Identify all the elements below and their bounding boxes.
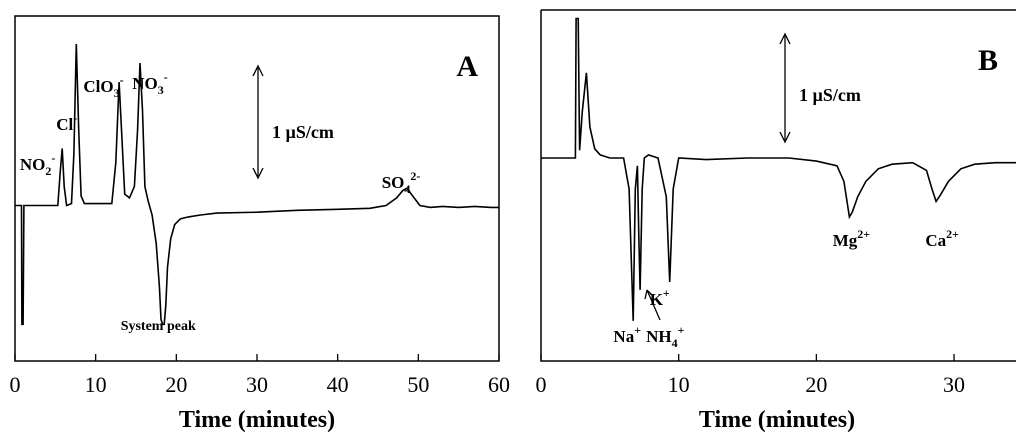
panel-a-scale-bar: 1 µS/cm — [252, 64, 334, 180]
panel-a-letter: A — [456, 50, 478, 83]
panel-b-x-axis-label: Time (minutes) — [699, 407, 855, 433]
panel-a-peak-label: SO42- — [382, 169, 421, 196]
panel-a-tick-label: 50 — [407, 372, 429, 397]
panel-b-peak-label: Ca2+ — [925, 227, 959, 250]
panel-b-scale-arrow-up — [779, 32, 791, 45]
panel-a-scale-label: 1 µS/cm — [272, 122, 334, 142]
panel-a-tick-label: 40 — [327, 372, 349, 397]
panel-b-peak-label: NH4+ — [646, 323, 685, 350]
panel-b-peak-label: Mg2+ — [833, 227, 871, 250]
panel-a-trace — [15, 43, 499, 326]
panel-b-letter: B — [978, 44, 998, 77]
panel-a-peak-label: NO3- — [132, 70, 168, 97]
panel-b-trace — [541, 17, 1016, 321]
panel-a-tick-label: 60 — [488, 372, 510, 397]
panel-b-scale-arrow-down — [779, 131, 791, 144]
panel-a-x-axis-label: Time (minutes) — [179, 407, 335, 433]
panel-b-peak-labels: Na+ NH4+ K+ Mg2+ Ca2+ — [613, 227, 959, 350]
panel-b-x-ticks: 0 10 20 30 — [536, 354, 965, 397]
panel-a-peak-label: Cl- — [56, 111, 77, 134]
panel-a-peak-label: NO2- — [20, 151, 56, 178]
panel-b-tick-label: 0 — [536, 372, 547, 397]
panel-b-tick-label: 20 — [805, 372, 827, 397]
panel-b-tick-label: 30 — [943, 372, 965, 397]
panel-a-tick-label: 20 — [165, 372, 187, 397]
panel-b-frame — [540, 9, 1016, 362]
panel-a-scale-arrow-down — [252, 167, 264, 180]
panel-b: 0 10 20 30 B 1 µS/cm Na+ NH4+ K+ Mg2+ Ca2+ Time… — [536, 9, 1016, 433]
panel-a-tick-label: 0 — [10, 372, 21, 397]
panel-a-peak-label: System peak — [121, 319, 196, 334]
panel-a-tick-label: 30 — [246, 372, 268, 397]
panel-a-peak-labels: NO2-Cl- ClO3- NO3- SO42- System peak — [20, 70, 420, 334]
panel-a-peak-label: ClO3- — [83, 73, 123, 100]
panel-a: 0 10 20 30 40 50 60 A 1 µS/cm NO2-Cl- ClO3- NO3-… — [10, 15, 510, 433]
panel-a-tick-label: 10 — [85, 372, 107, 397]
nh4-pointer-arrow — [644, 289, 661, 321]
panel-b-scale-label: 1 µS/cm — [799, 85, 861, 105]
panel-b-peak-label: Na+ — [613, 323, 641, 346]
panel-a-scale-arrow-up — [252, 64, 264, 77]
panel-b-peak-label: K+ — [650, 286, 670, 309]
panel-a-x-ticks: 0 10 20 30 40 50 60 — [10, 354, 510, 397]
panel-b-tick-label: 10 — [668, 372, 690, 397]
panel-b-scale-bar: 1 µS/cm — [779, 32, 861, 144]
